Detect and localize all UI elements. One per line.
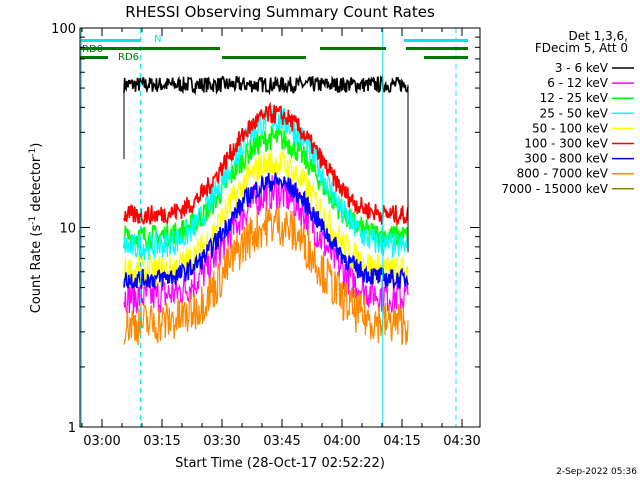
flag-bars: N RD0 RD6 xyxy=(80,34,468,63)
y-axis-ticks: 1 10 100 xyxy=(51,22,480,436)
y-tick-label: 100 xyxy=(51,22,76,37)
legend-label: 3 - 6 keV xyxy=(555,61,609,75)
legend-label: 50 - 100 keV xyxy=(532,121,609,135)
flag-label: RD6 xyxy=(118,52,139,63)
series-layer xyxy=(123,74,409,347)
series-line xyxy=(123,204,409,347)
legend-label: 25 - 50 keV xyxy=(540,106,609,120)
legend-label: 300 - 800 keV xyxy=(524,152,608,166)
flag-bar xyxy=(404,39,468,42)
flag-label: N xyxy=(154,34,161,45)
y-axis-label-close: ) xyxy=(29,143,44,148)
flag-bar xyxy=(80,56,108,59)
y-tick-label: 10 xyxy=(59,222,76,237)
series-line xyxy=(123,101,409,226)
flag-bar xyxy=(320,47,386,50)
legend-header-2: FDecim 5, Att 0 xyxy=(535,41,628,55)
legend-label: 12 - 25 keV xyxy=(540,91,609,105)
y-tick-label: 1 xyxy=(68,421,76,436)
series-line xyxy=(123,172,409,290)
x-axis-ticks: 03:00 03:15 03:30 03:45 04:00 04:15 04:30 xyxy=(81,28,481,449)
series-line xyxy=(123,149,409,288)
legend-label: 6 - 12 keV xyxy=(547,76,609,90)
x-tick-label: 03:15 xyxy=(143,434,180,449)
vertical-lines xyxy=(80,28,457,427)
y-axis-label-main: Count Rate (s xyxy=(29,225,44,314)
y-axis-label-sup: -1 xyxy=(28,216,38,225)
flag-bar xyxy=(406,47,468,50)
y-axis-label-sup2: -1 xyxy=(28,148,38,157)
flag-label: RD0 xyxy=(82,44,103,55)
series-line xyxy=(123,74,409,96)
flag-bar xyxy=(222,56,306,59)
x-tick-label: 04:15 xyxy=(383,434,420,449)
flag-bar xyxy=(424,56,468,59)
legend-label: 7000 - 15000 keV xyxy=(501,182,608,196)
x-tick-label: 03:00 xyxy=(83,434,120,449)
legend-label: 100 - 300 keV xyxy=(524,137,608,151)
legend-label: 800 - 7000 keV xyxy=(517,167,609,181)
y-axis-label-tail: detector xyxy=(29,156,44,216)
x-tick-label: 04:00 xyxy=(323,434,360,449)
series-line xyxy=(123,124,409,251)
x-tick-label: 04:30 xyxy=(443,434,480,449)
x-axis-label: Start Time (28-Oct-17 02:52:22) xyxy=(175,456,385,471)
chart-title: RHESSI Observing Summary Count Rates xyxy=(125,3,435,21)
flag-bar xyxy=(80,39,140,42)
legend-header-1: Det 1,3,6, xyxy=(569,29,629,43)
timestamp: 2-Sep-2022 05:36 xyxy=(556,467,637,477)
x-tick-label: 03:30 xyxy=(203,434,240,449)
y-axis-label: Count Rate (s-1 detector-1) xyxy=(28,143,44,314)
x-tick-label: 03:45 xyxy=(263,434,300,449)
flag-bar xyxy=(80,47,220,50)
